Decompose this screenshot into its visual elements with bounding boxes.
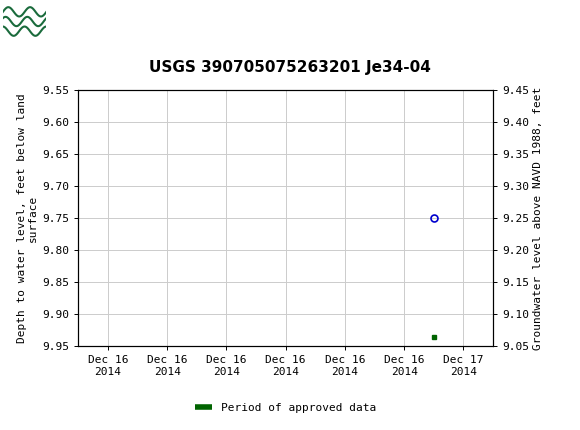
Text: USGS: USGS bbox=[113, 12, 168, 31]
Legend: Period of approved data: Period of approved data bbox=[191, 398, 380, 418]
Text: USGS 390705075263201 Je34-04: USGS 390705075263201 Je34-04 bbox=[149, 60, 431, 75]
Y-axis label: Groundwater level above NAVD 1988, feet: Groundwater level above NAVD 1988, feet bbox=[533, 86, 543, 350]
Y-axis label: Depth to water level, feet below land
surface: Depth to water level, feet below land su… bbox=[16, 93, 38, 343]
FancyBboxPatch shape bbox=[3, 2, 107, 41]
